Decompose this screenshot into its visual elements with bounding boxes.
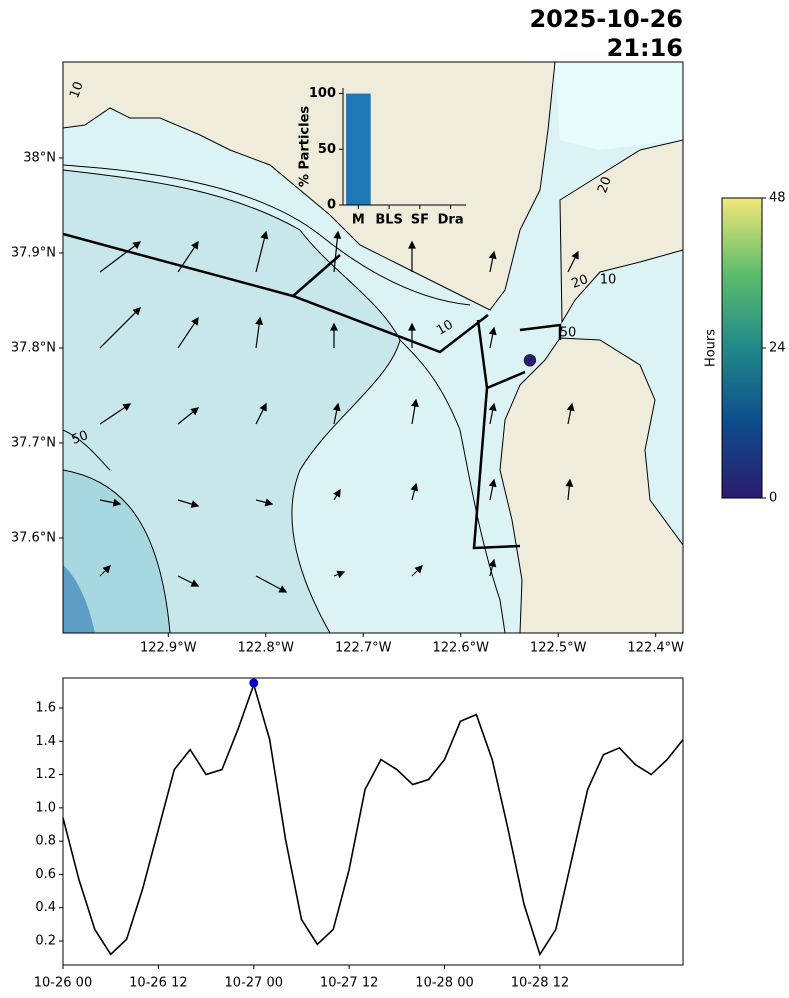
x-tick-label: 10-28 00	[415, 976, 473, 991]
map-base	[63, 62, 683, 633]
current-arrow	[330, 322, 338, 348]
colorbar-tick-label: 0	[769, 491, 777, 506]
depth-zone	[63, 565, 95, 633]
tide-line	[62, 682, 684, 957]
y-axis-label: % Particles	[298, 106, 313, 188]
y-tick-label: 38°N	[23, 150, 56, 165]
current-arrow	[177, 575, 200, 587]
y-tick-label: 37.6°N	[11, 530, 56, 545]
current-arrow	[408, 322, 416, 348]
colorbar	[721, 197, 763, 499]
y-tick-label: 0.6	[35, 867, 56, 882]
bay-water	[555, 62, 683, 150]
x-tick-label: BLS	[375, 213, 403, 228]
land	[559, 139, 683, 324]
y-tick-label: 50	[318, 142, 336, 157]
current-arrow	[567, 250, 579, 273]
y-tick-label: 37.8°N	[11, 340, 56, 355]
y-tick-label: 100	[309, 86, 336, 101]
y-tick-label: 0.2	[35, 934, 56, 949]
current-arrow	[408, 240, 416, 272]
bar	[346, 93, 371, 205]
x-tick-label: 122.4°W	[627, 641, 684, 656]
land	[63, 62, 556, 311]
current-arrow	[255, 498, 274, 507]
colorbar-tick-label: 48	[769, 191, 786, 206]
current-arrow	[566, 402, 575, 425]
current-arrow	[332, 402, 341, 425]
current-arrow	[177, 240, 199, 273]
current-arrow	[333, 570, 346, 579]
x-tick-label: 10-27 12	[320, 976, 378, 991]
current-arrow	[255, 230, 269, 273]
x-tick-label: 10-26 00	[34, 976, 92, 991]
contour-label: 20	[570, 272, 591, 292]
x-tick-label: 122.9°W	[140, 641, 197, 656]
title-line: 21:16	[607, 34, 683, 62]
current-arrow	[488, 478, 497, 501]
depth-zone	[63, 469, 171, 633]
current-arrow	[177, 316, 199, 349]
contour-label: 50	[560, 326, 577, 341]
x-tick-label: 122.8°W	[237, 641, 294, 656]
particle	[523, 354, 537, 367]
line-frame	[62, 677, 684, 966]
land	[499, 337, 683, 633]
contour	[399, 339, 506, 633]
title-line: 2025-10-26	[529, 5, 683, 33]
current-arrow	[255, 402, 267, 425]
y-tick-label: 0.4	[35, 900, 56, 915]
current-arrow	[177, 499, 200, 508]
contour-label: 10	[434, 317, 456, 338]
current-arrow	[411, 565, 423, 577]
current-arrow	[333, 488, 341, 501]
current-arrow	[488, 402, 497, 425]
current-arrow	[177, 407, 200, 425]
contour-label: 10	[600, 273, 617, 288]
x-tick-label: 10-28 12	[511, 976, 569, 991]
y-tick-label: 0.8	[35, 834, 56, 849]
x-tick-label: SF	[411, 213, 429, 228]
current-arrow	[99, 241, 142, 273]
x-tick-label: 122.6°W	[432, 641, 489, 656]
contour-label: 20	[595, 175, 615, 196]
current-arrow	[488, 326, 497, 349]
current-arrow	[99, 565, 111, 577]
y-tick-label: 1.6	[35, 700, 56, 715]
y-tick-label: 0	[327, 198, 336, 213]
contour	[63, 164, 471, 306]
current-time-marker	[249, 678, 259, 688]
y-tick-label: 1.2	[35, 767, 56, 782]
y-tick-label: 1.4	[35, 734, 56, 749]
current-arrow	[410, 482, 419, 501]
current-arrow	[488, 250, 497, 273]
x-tick-label: Dra	[438, 213, 464, 228]
current-arrow	[99, 498, 122, 507]
colorbar-tick-label: 24	[769, 341, 786, 356]
y-tick-label: 1.0	[35, 800, 56, 815]
current-arrow	[488, 558, 497, 577]
contour	[63, 429, 111, 471]
current-arrow	[255, 575, 288, 593]
x-tick-label: 10-27 00	[225, 976, 283, 991]
x-tick-label: 122.7°W	[335, 641, 392, 656]
region-boundaries	[63, 232, 562, 550]
contour-label: 10	[67, 80, 87, 101]
y-tick-label: 37.9°N	[11, 245, 56, 260]
current-arrow	[99, 307, 141, 349]
current-arrow	[255, 316, 264, 349]
x-tick-label: 10-26 12	[129, 976, 187, 991]
contour-label: 50	[70, 428, 91, 448]
current-arrow	[410, 398, 419, 425]
current-arrow	[99, 403, 132, 425]
y-tick-label: 37.7°N	[11, 435, 56, 450]
x-tick-label: M	[352, 213, 365, 228]
colorbar-label: Hours	[704, 329, 719, 367]
current-arrow	[333, 230, 342, 273]
x-tick-label: 122.5°W	[530, 641, 587, 656]
quiver	[99, 230, 579, 593]
current-arrow	[565, 478, 574, 501]
